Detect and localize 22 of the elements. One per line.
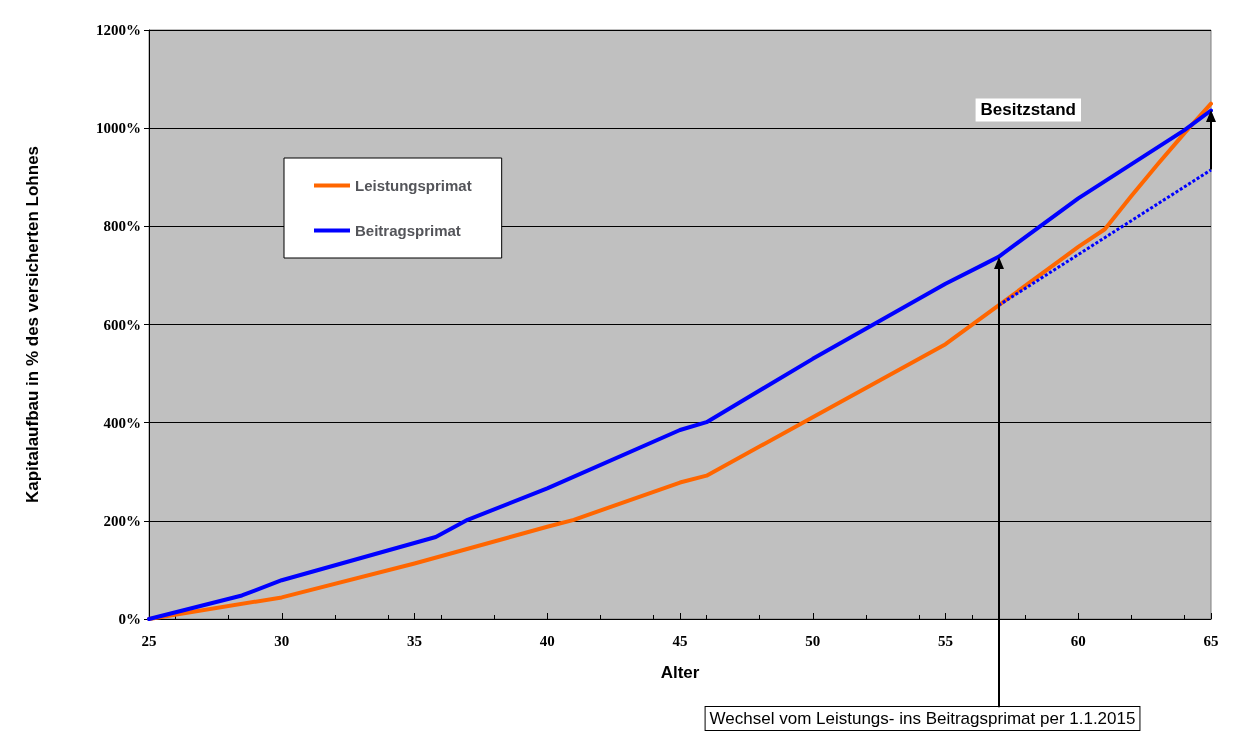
x-tick-label: 40 [539,632,555,649]
x-axis-title: Alter [660,663,700,682]
legend-label: Leistungsprimat [355,177,472,194]
x-tick-label: 50 [805,632,821,649]
y-tick-label: 1000% [96,120,141,137]
annotation: Besitzstand [980,100,1076,120]
x-tick-label: 65 [1203,632,1219,649]
x-tick-label: 60 [1070,632,1086,649]
text: Wechsel vom Leistungs- ins Beitragsprimat per 1.1.2015 [709,709,1136,728]
y-tick-label: 0% [118,611,141,627]
y-tick-label: 200% [103,512,141,529]
x-tick-label: 25 [141,632,157,649]
y-axis-title: Kapitalaufbau in % des versicherten Lohnes [23,145,42,504]
x-tick-label: 55 [938,632,953,649]
y-tick-label: 1200% [96,22,141,38]
y-tick-label: 400% [103,414,141,431]
y-tick-label: 800% [103,218,141,235]
x-tick-label: 30 [274,632,290,649]
x-tick-label: 35 [407,632,422,649]
x-tick-label: 45 [672,632,688,649]
y-tick-label: 600% [103,316,141,333]
legend-label: Beitragsprimat [355,222,461,239]
